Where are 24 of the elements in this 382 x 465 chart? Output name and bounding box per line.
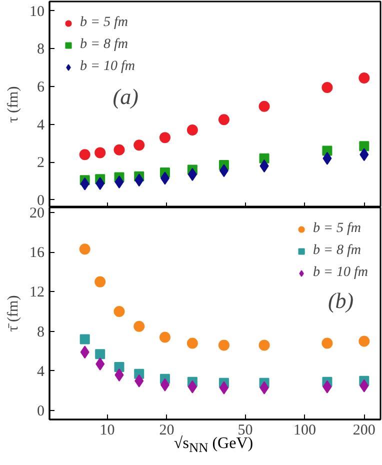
legend-label: b = 8 fm: [80, 37, 128, 53]
legend-label: b = 8 fm: [313, 243, 361, 259]
annotation: (a): [112, 84, 138, 110]
y-tick-label: 6: [37, 80, 45, 96]
legend-label: b = 10 fm: [80, 59, 135, 75]
x-tick-label: 100: [293, 422, 316, 438]
x-tick-label: 20: [159, 422, 174, 438]
legend-label: b = 10 fm: [313, 265, 368, 281]
x-tick-label: 10: [100, 422, 115, 438]
y-tick-label: 2: [37, 155, 44, 172]
y-tick-label: 0: [37, 404, 44, 420]
legend-label: b = 5 fm: [313, 221, 361, 237]
y-tick-label: 12: [30, 284, 44, 301]
y-tick-label: 8: [37, 324, 44, 340]
annotation: (b): [328, 288, 354, 313]
y-tick-label: 16: [30, 245, 45, 262]
y-axis-title: τ (fm): [6, 86, 22, 123]
y-tick-label: 8: [37, 42, 44, 58]
y-tick-label: 10: [30, 4, 44, 20]
y-tick-label: 4: [37, 364, 45, 380]
x-tick-label: 200: [352, 422, 376, 438]
y-axis-title: τ̄ (fm): [6, 295, 22, 332]
y-tick-label: 4: [37, 117, 45, 134]
legend-label: b = 5 fm: [80, 15, 128, 31]
